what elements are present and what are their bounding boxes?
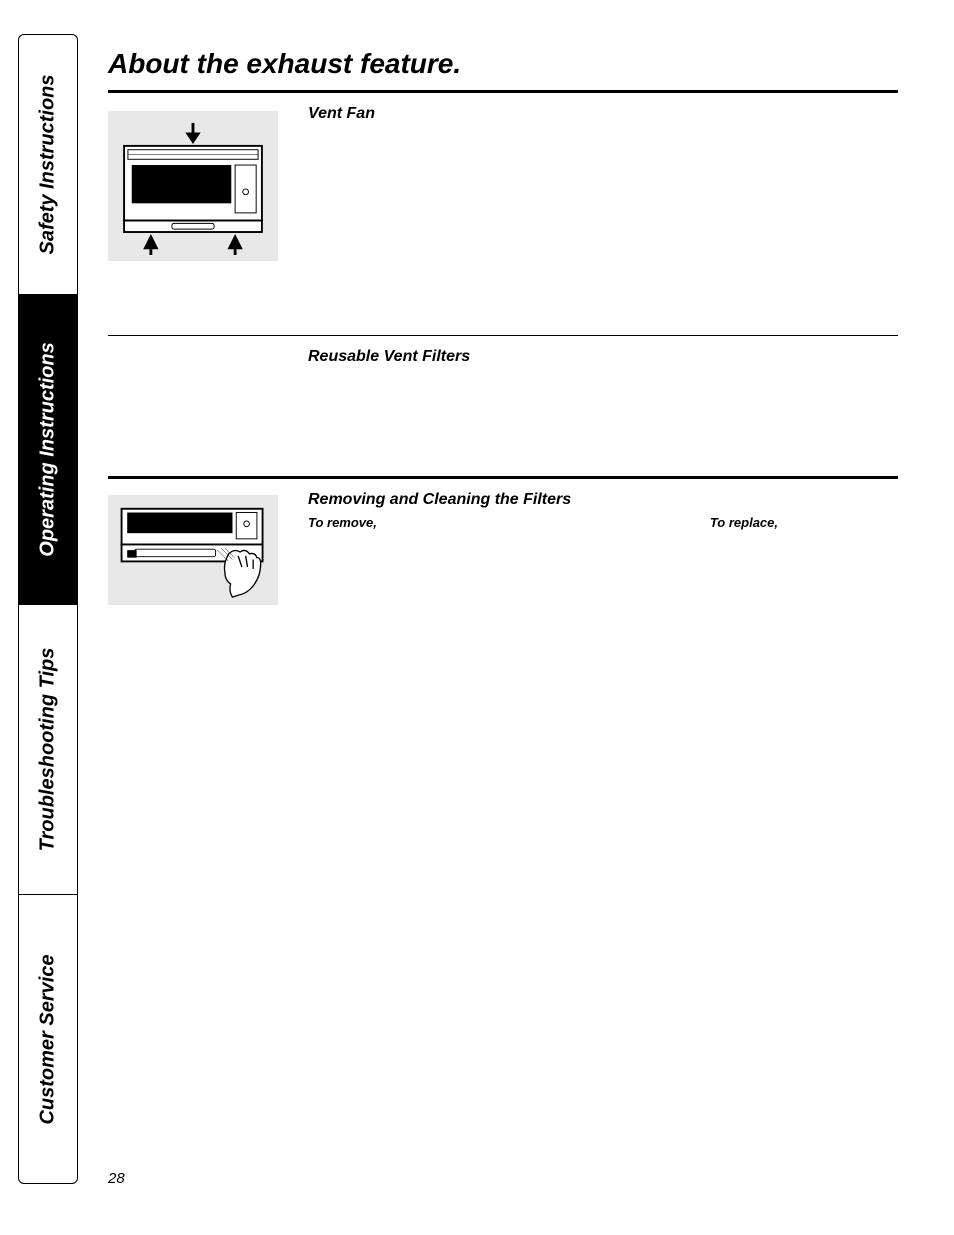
section-text: Removing and Cleaning the Filters To rem… bbox=[308, 491, 898, 605]
illustration-column bbox=[108, 491, 308, 605]
rule-thick bbox=[108, 90, 898, 93]
side-tab-label: Troubleshooting Tips bbox=[37, 647, 60, 851]
illustration-column bbox=[108, 105, 308, 261]
section-heading: Reusable Vent Filters bbox=[308, 348, 898, 366]
page-content: About the exhaust feature. bbox=[108, 48, 898, 605]
side-tab-label: Operating Instructions bbox=[37, 342, 60, 556]
spacer bbox=[108, 261, 898, 321]
section-heading: Vent Fan bbox=[308, 105, 898, 123]
side-tab-label: Safety Instructions bbox=[37, 74, 60, 254]
illustration-column bbox=[108, 348, 308, 372]
section-vent-fan: Vent Fan bbox=[108, 105, 898, 261]
rule-thick bbox=[108, 476, 898, 479]
section-text: Vent Fan bbox=[308, 105, 898, 261]
side-tab-label: Customer Service bbox=[37, 954, 60, 1124]
section-heading: Removing and Cleaning the Filters bbox=[308, 491, 898, 509]
sub-row: To remove, To replace, bbox=[308, 515, 898, 530]
vent-fan-illustration bbox=[108, 111, 278, 261]
section-text: Reusable Vent Filters bbox=[308, 348, 898, 372]
side-tab-operating[interactable]: Operating Instructions bbox=[18, 294, 78, 604]
page-title: About the exhaust feature. bbox=[108, 48, 898, 80]
side-tab-troubleshooting[interactable]: Troubleshooting Tips bbox=[18, 604, 78, 894]
microwave-airflow-icon bbox=[116, 121, 270, 255]
spacer bbox=[108, 372, 898, 472]
sub-label-replace: To replace, bbox=[710, 515, 778, 530]
section-removing-cleaning: Removing and Cleaning the Filters To rem… bbox=[108, 491, 898, 605]
side-tab-safety[interactable]: Safety Instructions bbox=[18, 34, 78, 294]
manual-page: Safety Instructions Operating Instructio… bbox=[0, 0, 954, 1235]
filter-hand-icon bbox=[116, 505, 270, 599]
page-number: 28 bbox=[108, 1170, 125, 1187]
side-tab-customer-service[interactable]: Customer Service bbox=[18, 894, 78, 1184]
sub-label-remove: To remove, bbox=[308, 515, 377, 530]
section-reusable-filters: Reusable Vent Filters bbox=[108, 348, 898, 372]
filter-removal-illustration bbox=[108, 495, 278, 605]
rule-thin bbox=[108, 335, 898, 336]
